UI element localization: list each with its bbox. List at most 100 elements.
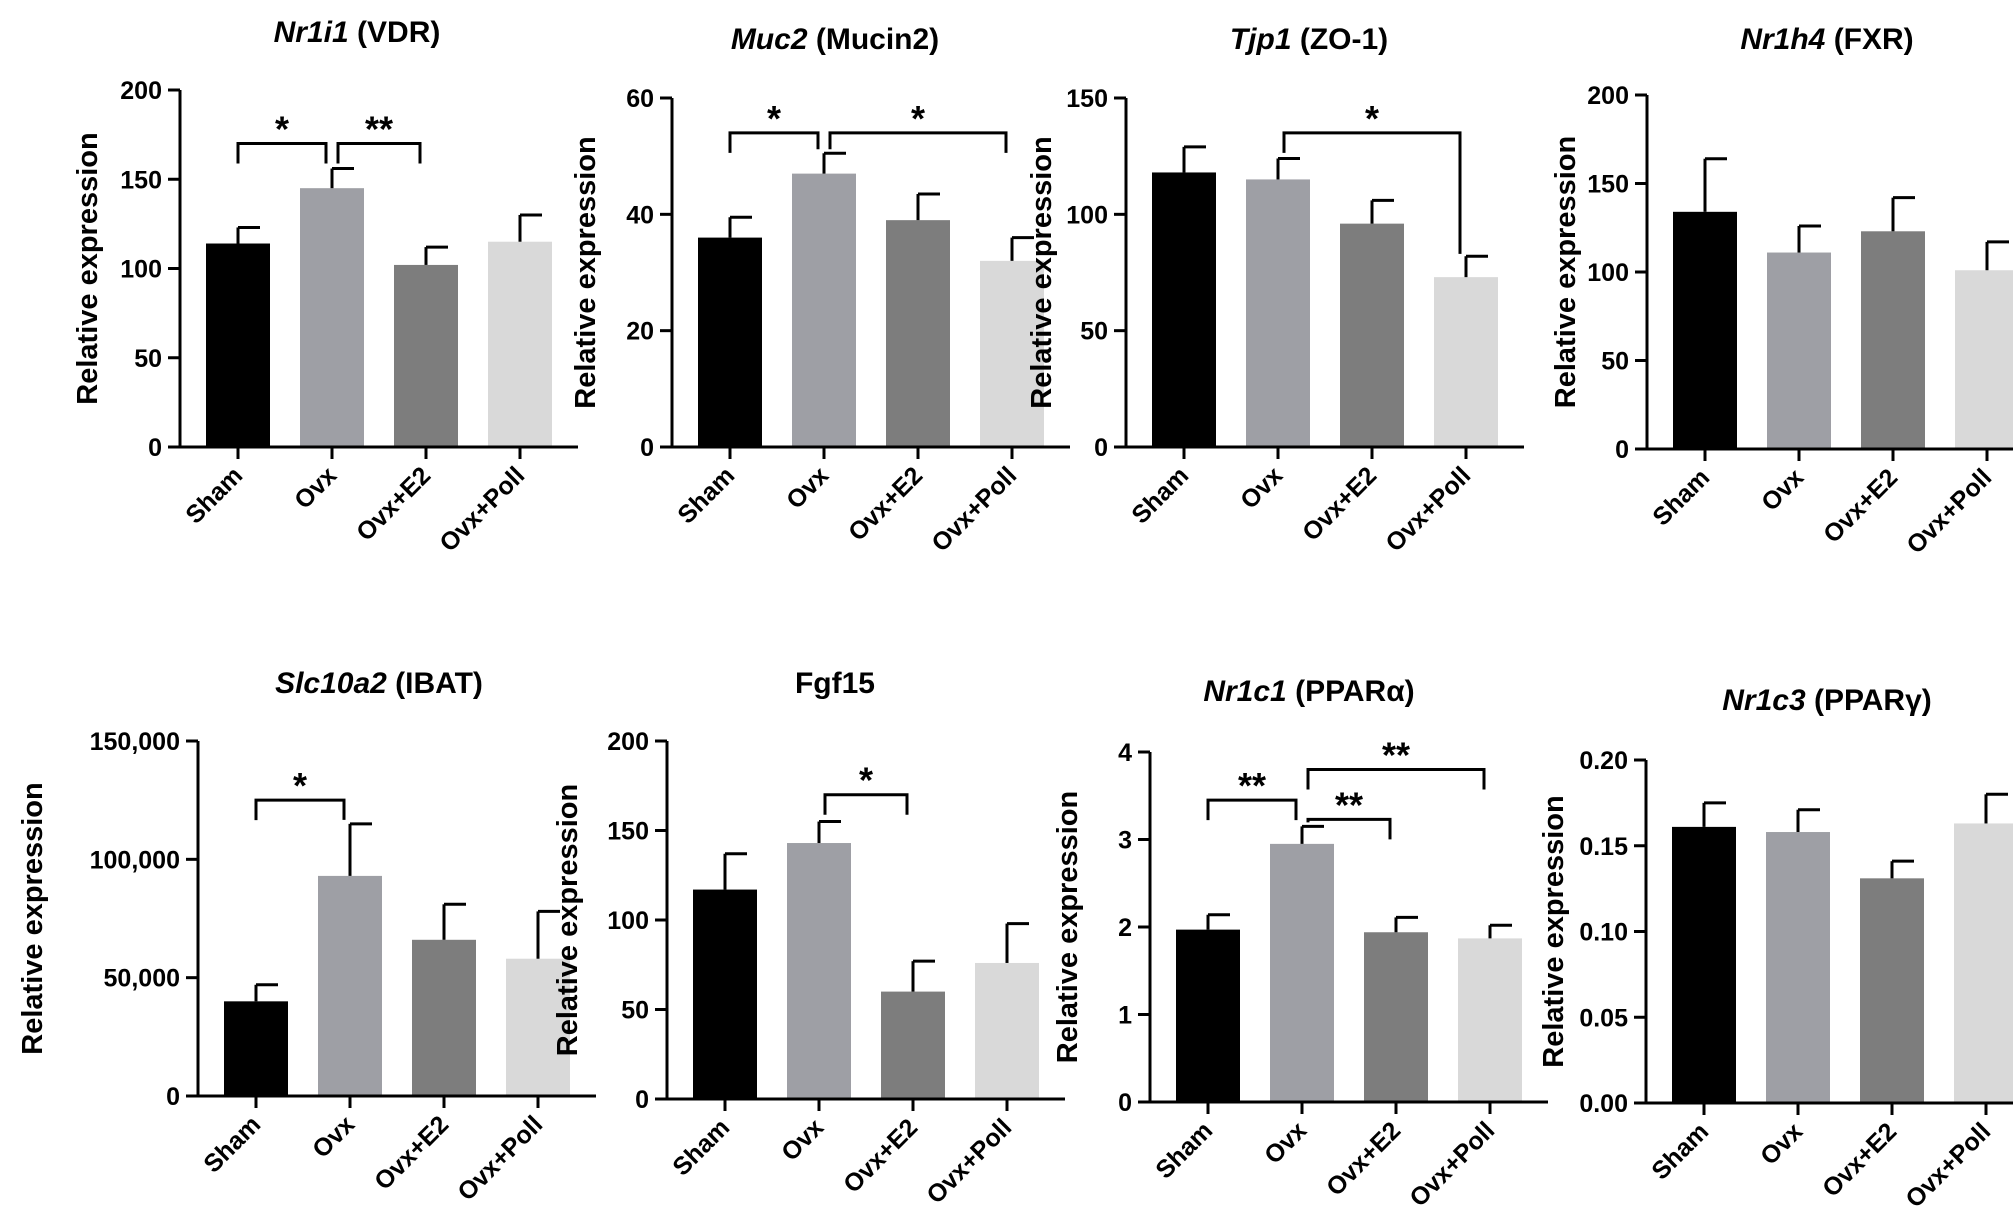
significance-bracket [1306, 768, 1486, 790]
y-axis-label: Relative expression [1026, 136, 1058, 408]
bar-ovx-poll [1434, 277, 1498, 447]
y-axis-label: Relative expression [72, 132, 104, 404]
y-tick-label: 40 [626, 201, 654, 229]
y-tick-label: 0 [166, 1083, 180, 1111]
x-tick-label: Ovx+Poll [1900, 1117, 1996, 1213]
y-tick-label: 0 [1094, 434, 1108, 462]
y-tick-label: 0.00 [1579, 1090, 1628, 1118]
bar-ovx [1246, 179, 1310, 447]
y-tick-label: 0.05 [1579, 1004, 1628, 1032]
chart-title: Nr1i1 (VDR) [274, 16, 441, 49]
chart-panel-5: Slc10a2 (IBAT) Relative expression 0 50,000… [17, 667, 596, 1206]
significance-label: ** [1238, 765, 1266, 806]
chart-title-gene: Nr1c3 [1722, 684, 1806, 717]
y-axis-label: Relative expression [570, 136, 602, 408]
chart-title-gene: Nr1h4 [1740, 23, 1825, 56]
significance-label: * [767, 98, 781, 139]
y-tick-label: 0.10 [1579, 919, 1628, 947]
bar-ovx-e2 [394, 264, 458, 447]
x-tick-label: Sham [667, 1113, 735, 1181]
bar-sham [1672, 826, 1736, 1103]
x-tick-label: Ovx [1235, 461, 1288, 514]
y-tick-label: 1 [1118, 1002, 1132, 1030]
chart-title-protein: (PPARγ) [1806, 684, 1932, 717]
significance-bracket [1306, 817, 1392, 840]
significance-bracket [828, 131, 1008, 153]
y-tick-label: 50 [621, 997, 649, 1025]
bar-ovx-poll [506, 958, 570, 1096]
chart-panel-2: Muc2 (Mucin2) Relative expression 0 20 40 60 S… [570, 23, 1070, 557]
chart-panel-7: Nr1c1 (PPARα) Relative expression 0 1 2 3 4 Sha… [1052, 675, 1548, 1212]
x-tick-label: Ovx+Poll [434, 461, 530, 557]
y-tick-label: 0.15 [1579, 833, 1628, 861]
y-tick-label: 0 [640, 434, 654, 462]
y-tick-label: 150 [607, 818, 649, 846]
x-tick-label: Ovx+E2 [1297, 461, 1382, 546]
bar-ovx-poll [975, 962, 1039, 1099]
significance-bracket [728, 131, 820, 153]
x-tick-label: Sham [180, 461, 248, 529]
chart-title-gene: Muc2 [731, 23, 808, 56]
chart-title-gene: Tjp1 [1230, 23, 1292, 56]
bar-ovx-poll [980, 260, 1044, 447]
y-tick-label: 60 [626, 85, 654, 113]
x-tick-label: Sham [198, 1110, 266, 1178]
y-tick-label: 20 [626, 318, 654, 346]
bar-ovx [792, 173, 856, 447]
significance-label: ** [1382, 735, 1410, 776]
chart-title: Slc10a2 (IBAT) [275, 667, 483, 700]
bar-sham [1176, 929, 1240, 1102]
y-axis-label: Relative expression [1052, 791, 1084, 1063]
y-tick-label: 100 [1587, 259, 1629, 287]
y-tick-label: 3 [1118, 827, 1132, 855]
significance-label: ** [365, 109, 393, 150]
chart-title-gene: Nr1i1 [274, 16, 349, 49]
significance-label: ** [1335, 784, 1363, 825]
bar-ovx-e2 [1364, 932, 1428, 1102]
y-tick-label: 0 [1615, 436, 1629, 464]
y-tick-label: 100,000 [90, 846, 180, 874]
x-tick-label: Sham [1126, 461, 1194, 529]
bar-ovx [1766, 832, 1830, 1103]
bar-ovx-e2 [881, 991, 945, 1099]
x-tick-label: Ovx [1259, 1116, 1312, 1169]
bar-sham [1152, 172, 1216, 447]
x-tick-label: Ovx [1756, 463, 1809, 516]
y-tick-label: 150 [120, 166, 162, 194]
y-axis-label: Relative expression [17, 782, 49, 1054]
chart-title-protein: (ZO-1) [1292, 23, 1389, 56]
bar-sham [1673, 211, 1737, 449]
y-tick-label: 50 [134, 345, 162, 373]
x-tick-label: Ovx+Poll [1901, 463, 1997, 559]
x-tick-label: Ovx [781, 461, 834, 514]
y-tick-label: 50 [1601, 348, 1629, 376]
chart-title: Tjp1 (ZO-1) [1230, 23, 1388, 56]
significance-bracket [336, 142, 422, 164]
significance-label: * [911, 98, 925, 139]
x-tick-label: Ovx [1755, 1117, 1808, 1170]
significance-bracket [823, 793, 909, 815]
chart-title-protein: (PPARα) [1287, 675, 1415, 708]
bar-ovx-e2 [412, 939, 476, 1096]
x-tick-label: Ovx [776, 1113, 829, 1166]
bar-ovx [1767, 252, 1831, 449]
chart-panel-1: Nr1i1 (VDR) Relative expression 0 50 100 150 2… [72, 16, 578, 557]
significance-bracket [236, 142, 328, 164]
x-tick-label: Ovx+Poll [926, 461, 1022, 557]
y-tick-label: 150 [1587, 171, 1629, 199]
bar-ovx-e2 [1861, 231, 1925, 449]
x-tick-label: Ovx+E2 [369, 1110, 454, 1195]
bar-ovx-e2 [1340, 223, 1404, 447]
chart-panel-4: Nr1h4 (FXR) Relative expression 0 50 100 150 2… [1550, 23, 2013, 559]
y-axis-label: Relative expression [552, 784, 584, 1056]
y-tick-label: 150,000 [90, 728, 180, 756]
y-tick-label: 0 [148, 434, 162, 462]
bar-ovx [1270, 843, 1334, 1102]
y-tick-label: 0 [635, 1086, 649, 1114]
x-tick-label: Ovx+E2 [1817, 1117, 1902, 1202]
chart-panel-6: Fgf15 Relative expression 0 50 100 150 200 Sham… [552, 667, 1065, 1209]
bar-sham [224, 1001, 288, 1096]
y-tick-label: 200 [607, 728, 649, 756]
chart-title-protein: (Mucin2) [808, 23, 940, 56]
chart-title-protein: Fgf15 [795, 667, 875, 700]
